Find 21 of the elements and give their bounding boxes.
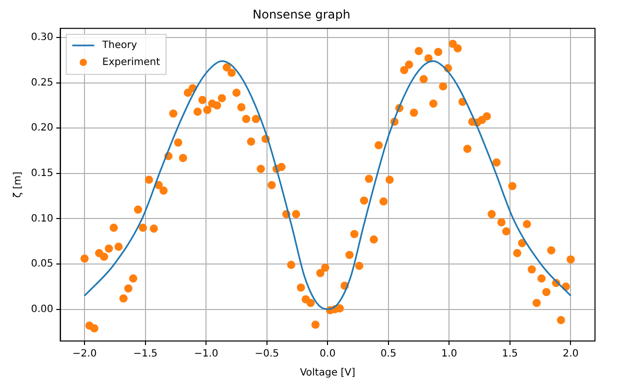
x-tick-label: −1.0 xyxy=(194,348,218,360)
chart-title: Nonsense graph xyxy=(252,7,350,22)
x-tick-label: 2.0 xyxy=(562,348,579,360)
y-tick-label: 0.05 xyxy=(31,258,54,270)
x-tick-label: −1.5 xyxy=(133,348,158,360)
y-tick-label: 0.30 xyxy=(31,32,54,44)
y-tick-label: 0.25 xyxy=(31,77,54,88)
y-axis-title: ζ [m] xyxy=(12,172,24,198)
x-tick-label: 1.0 xyxy=(441,348,458,360)
y-tick-label: 0.20 xyxy=(31,122,54,134)
x-tick-label: 0.0 xyxy=(320,348,336,360)
x-tick-label: 0.5 xyxy=(380,348,396,360)
x-axis-title: Voltage [V] xyxy=(300,368,356,379)
legend-label: Experiment xyxy=(102,56,160,68)
x-tick-label: −0.5 xyxy=(254,348,280,360)
legend-label: Theory xyxy=(101,40,138,51)
x-tick-label: 1.5 xyxy=(502,348,518,360)
y-tick-label: 0.10 xyxy=(31,213,54,224)
y-tick-label: 0.15 xyxy=(31,168,54,179)
y-tick-label: 0.00 xyxy=(31,304,54,315)
x-tick-label: −2.0 xyxy=(72,348,97,360)
